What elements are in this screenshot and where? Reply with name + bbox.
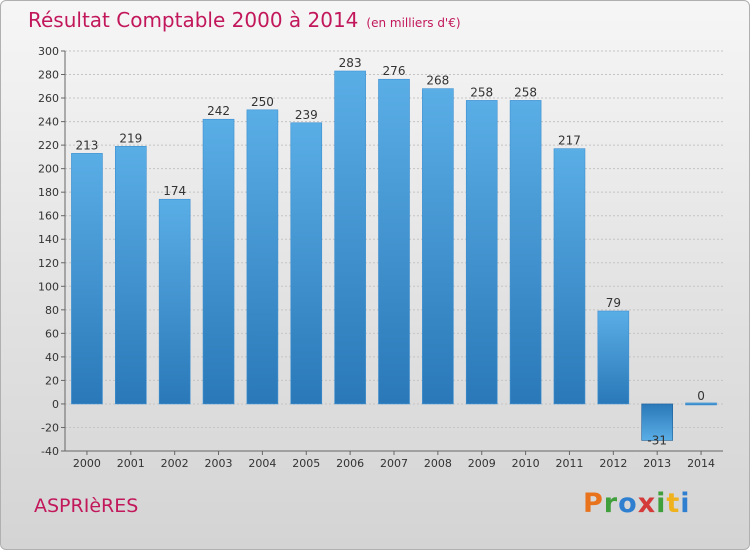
data-label-2013: -31 [647,433,667,447]
x-tick-label: 2000 [73,457,101,470]
bar-2006 [334,70,366,405]
x-tick-label: 2012 [599,457,627,470]
data-labels: 213 219 174 242 250 239 283 276 268 258 258 217 79 -3… [75,56,704,447]
bar-2014 [685,402,717,406]
data-label-2009: 258 [470,85,493,99]
data-label-2008: 268 [426,74,449,88]
bar-2013 [641,403,674,441]
data-label-2001: 219 [119,131,142,145]
x-tick-label: 2007 [380,457,408,470]
data-label-2012: 79 [606,296,621,310]
y-tick-label: 20 [45,374,59,387]
data-label-2003: 242 [207,104,230,118]
data-label-2010: 258 [514,85,537,99]
y-axis: -40 -20 0 20 40 60 80 100 120 140 160 180 200 220 240 2… [38,45,66,458]
y-tick-label: 160 [38,210,59,223]
y-tick-label: 200 [38,163,59,176]
bar-2008 [422,88,454,405]
data-label-2005: 239 [295,108,318,122]
x-tick-label: 2013 [643,457,671,470]
data-label-2006: 283 [339,56,362,70]
x-tick-label: 2004 [248,457,276,470]
data-label-2011: 217 [558,134,581,148]
bar-2002 [158,198,191,405]
y-tick-label: 180 [38,186,59,199]
x-tick-label: 2006 [336,457,364,470]
chart-title-block: Résultat Comptable 2000 à 2014 (en millie… [28,8,461,32]
x-tick-label: 2005 [292,457,320,470]
data-label-2014: 0 [697,389,705,403]
bar-2005 [290,122,323,405]
y-tick-label: 260 [38,92,59,105]
data-label-2007: 276 [383,64,406,78]
bar-2007 [378,78,410,405]
bar-2004 [246,109,279,405]
y-tick-label: 300 [38,45,59,58]
y-tick-label: 120 [38,257,59,270]
x-tick-label: 2008 [424,457,452,470]
y-tick-label: 100 [38,280,59,293]
commune-name: ASPRIèRES [34,495,139,517]
x-axis: 2000 2001 2002 2003 2004 2005 2006 2007 2008 2009… [65,450,723,470]
y-tick-label: 0 [52,398,59,411]
chart-unit: (en milliers d'€) [366,16,461,30]
x-tick-label: 2009 [468,457,496,470]
bar-2001 [115,145,147,405]
bar-2009 [465,100,498,405]
y-tick-label: 240 [38,116,59,129]
logo-letter: o [618,488,638,519]
data-label-2002: 174 [163,184,186,198]
x-tick-label: 2010 [512,457,540,470]
bars [71,70,717,441]
logo-letter: x [637,488,657,519]
x-tick-label: 2014 [687,457,715,470]
logo-letter: r [603,488,619,519]
logo-letter: i [680,488,691,519]
chart-title: Résultat Comptable 2000 à 2014 [28,8,359,32]
logo-letter: P [583,488,604,519]
y-tick-label: 80 [45,304,59,317]
bar-2010 [509,100,542,405]
y-tick-label: 60 [45,327,59,340]
y-tick-label: -20 [41,421,59,434]
y-tick-label: 140 [38,233,59,246]
y-tick-label: 280 [38,69,59,82]
proxiti-logo: Proxiti [583,488,691,519]
logo-letter: i [656,488,667,519]
x-tick-label: 2003 [205,457,233,470]
y-tick-label: 220 [38,139,59,152]
x-tick-label: 2001 [117,457,145,470]
bar-2011 [553,148,586,405]
data-label-2000: 213 [75,138,98,152]
x-tick-label: 2002 [161,457,189,470]
x-tick-label: 2011 [555,457,583,470]
y-tick-label: -40 [41,445,59,458]
data-label-2004: 250 [251,95,274,109]
logo-letter: t [666,488,681,519]
bar-2003 [202,118,235,405]
y-tick-label: 40 [45,351,59,364]
bar-2000 [71,153,103,405]
bar-2012 [597,310,630,405]
